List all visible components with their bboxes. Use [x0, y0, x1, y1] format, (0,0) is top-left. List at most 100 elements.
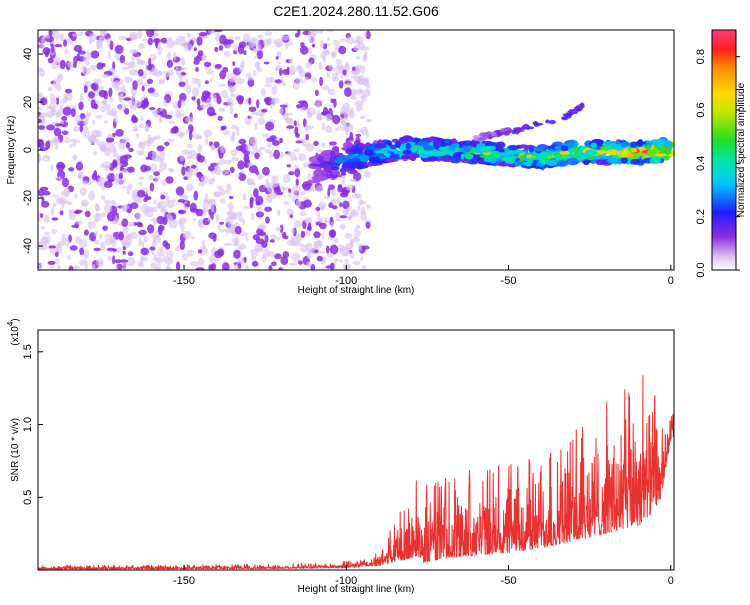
- noise-blob: [308, 34, 316, 44]
- noise-blob: [344, 233, 353, 239]
- noise-blob: [161, 206, 167, 214]
- colorbar-tick-label: 0.4: [695, 156, 707, 171]
- noise-blob: [129, 99, 135, 109]
- noise-blob: [258, 231, 266, 237]
- signal-blob: [559, 150, 570, 156]
- noise-blob: [122, 84, 126, 93]
- noise-blob: [360, 46, 370, 51]
- noise-blob: [186, 84, 192, 94]
- noise-blob: [187, 154, 192, 160]
- noise-blob: [332, 40, 341, 46]
- noise-blob: [342, 69, 347, 76]
- signal-blob: [331, 169, 340, 175]
- noise-blob: [150, 163, 158, 173]
- noise-blob: [194, 161, 199, 172]
- noise-blob: [365, 118, 372, 123]
- signal-blob: [491, 151, 501, 159]
- noise-blob: [229, 105, 234, 114]
- noise-blob: [178, 81, 186, 87]
- noise-blob: [268, 265, 273, 270]
- noise-blob: [168, 120, 175, 125]
- noise-blob: [274, 79, 283, 84]
- noise-blob: [183, 205, 187, 210]
- noise-blob: [93, 230, 99, 237]
- noise-blob: [306, 143, 315, 152]
- noise-blob: [283, 174, 291, 184]
- noise-blob: [82, 129, 90, 139]
- noise-blob: [225, 216, 234, 225]
- noise-blob: [96, 62, 104, 70]
- noise-blob: [62, 177, 69, 188]
- noise-blob: [281, 231, 287, 239]
- noise-blob: [112, 75, 119, 79]
- noise-blob: [88, 33, 97, 42]
- noise-blob: [226, 211, 232, 215]
- snr-frame: [37, 329, 675, 571]
- noise-blob: [238, 260, 245, 264]
- noise-blob: [122, 186, 126, 190]
- noise-blob: [350, 75, 359, 79]
- signal-blob: [636, 139, 644, 147]
- noise-blob: [133, 100, 142, 108]
- noise-blob: [108, 87, 113, 98]
- noise-blob: [149, 246, 156, 251]
- secondary-signal-blob: [532, 121, 539, 126]
- noise-blob: [329, 230, 336, 238]
- noise-blob: [162, 216, 168, 226]
- signal-blob: [569, 153, 582, 157]
- secondary-signal-blob: [548, 119, 556, 125]
- noise-blob: [217, 159, 225, 165]
- noise-blob: [276, 61, 282, 65]
- noise-blob: [204, 66, 209, 70]
- noise-blob: [55, 257, 60, 265]
- noise-blob: [271, 85, 278, 96]
- noise-blob: [288, 262, 297, 266]
- noise-blob: [99, 163, 105, 168]
- noise-blob: [79, 259, 88, 266]
- secondary-signal-blob: [579, 103, 585, 108]
- noise-blob: [151, 109, 159, 115]
- noise-blob: [93, 78, 102, 85]
- secondary-signal-blob: [472, 135, 482, 139]
- noise-blob: [335, 212, 341, 223]
- noise-blob: [151, 153, 160, 163]
- noise-blob: [235, 77, 245, 85]
- signal-blob: [481, 146, 493, 153]
- noise-blob: [182, 253, 188, 261]
- noise-blob: [235, 125, 240, 136]
- noise-blob: [250, 213, 255, 221]
- noise-blob: [174, 245, 181, 252]
- noise-blob: [332, 67, 337, 72]
- noise-blob: [99, 176, 103, 187]
- noise-blob: [165, 176, 174, 184]
- noise-blob: [57, 265, 62, 270]
- noise-blob: [147, 209, 154, 218]
- noise-blob: [253, 188, 259, 198]
- noise-blob: [198, 218, 203, 226]
- noise-blob: [357, 229, 361, 237]
- noise-blob: [260, 87, 266, 97]
- signal-blob: [350, 148, 362, 152]
- noise-blob: [261, 254, 267, 263]
- noise-blob: [290, 151, 296, 162]
- noise-blob: [247, 182, 257, 186]
- noise-blob: [148, 57, 152, 67]
- noise-blob: [40, 97, 48, 106]
- noise-blob: [40, 226, 46, 230]
- noise-blob: [90, 64, 98, 71]
- colorbar-tick-label: 0.0: [695, 262, 707, 277]
- noise-blob: [245, 232, 249, 241]
- noise-blob: [238, 243, 247, 250]
- noise-blob: [52, 30, 60, 40]
- noise-blob: [122, 66, 130, 71]
- noise-blob: [96, 39, 101, 49]
- noise-blob: [121, 169, 129, 174]
- noise-blob: [73, 44, 83, 53]
- noise-blob: [128, 183, 133, 190]
- signal-blob: [566, 157, 579, 166]
- noise-blob: [122, 250, 126, 255]
- noise-blob: [48, 102, 56, 110]
- noise-blob: [160, 37, 168, 44]
- noise-blob: [250, 253, 259, 258]
- noise-blob: [164, 258, 174, 265]
